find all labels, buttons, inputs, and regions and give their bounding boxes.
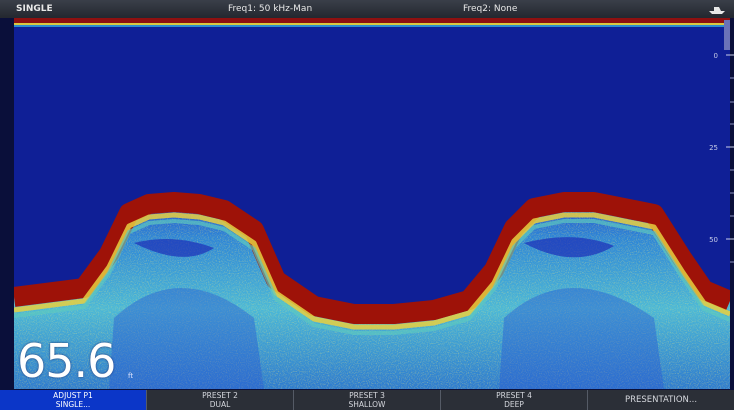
softkey-preset-2[interactable]: PRESET 2 DUAL: [146, 390, 293, 410]
depth-scale-labels: 0 25 50: [709, 52, 718, 244]
softkey-label-line1: PRESET 4: [496, 391, 532, 400]
softkey-label-line2: DEEP: [504, 400, 524, 409]
sonar-display[interactable]: [14, 18, 730, 389]
softkey-label-line2: DUAL: [209, 400, 231, 409]
softkey-bar: ADJUST P1 SINGLE... PRESET 2 DUAL PRESET…: [0, 390, 734, 410]
scale-tick-50: 50: [709, 236, 718, 244]
boat-icon: [709, 7, 725, 14]
softkey-label-line1: PRESET 3: [349, 391, 385, 400]
softkey-label-line1: PRESET 2: [202, 391, 238, 400]
softkey-label-line2: SINGLE...: [55, 400, 91, 409]
softkey-adjust-p1[interactable]: ADJUST P1 SINGLE...: [0, 390, 146, 410]
softkey-preset-3[interactable]: PRESET 3 SHALLOW: [293, 390, 440, 410]
scale-tick-25: 25: [709, 144, 718, 152]
sonar-image: [14, 18, 730, 389]
scale-tick-0: 0: [714, 52, 718, 60]
depth-unit: ft: [128, 372, 134, 380]
frequency-2-label: Freq2: None: [463, 4, 518, 14]
softkey-presentation[interactable]: PRESENTATION...: [587, 390, 734, 410]
softkey-label-line1: ADJUST P1: [53, 391, 93, 400]
softkey-label-line2: SHALLOW: [348, 400, 386, 409]
softkey-preset-4[interactable]: PRESET 4 DEEP: [440, 390, 587, 410]
depth-scale: [724, 20, 734, 263]
status-bar: SINGLE Freq1: 50 kHz-Man Freq2: None: [0, 0, 734, 18]
softkey-label-line1: PRESENTATION...: [624, 394, 698, 405]
frequency-1-label: Freq1: 50 kHz-Man: [228, 4, 313, 14]
depth-readout: 65.6: [17, 334, 116, 388]
mode-label: SINGLE: [16, 4, 53, 14]
